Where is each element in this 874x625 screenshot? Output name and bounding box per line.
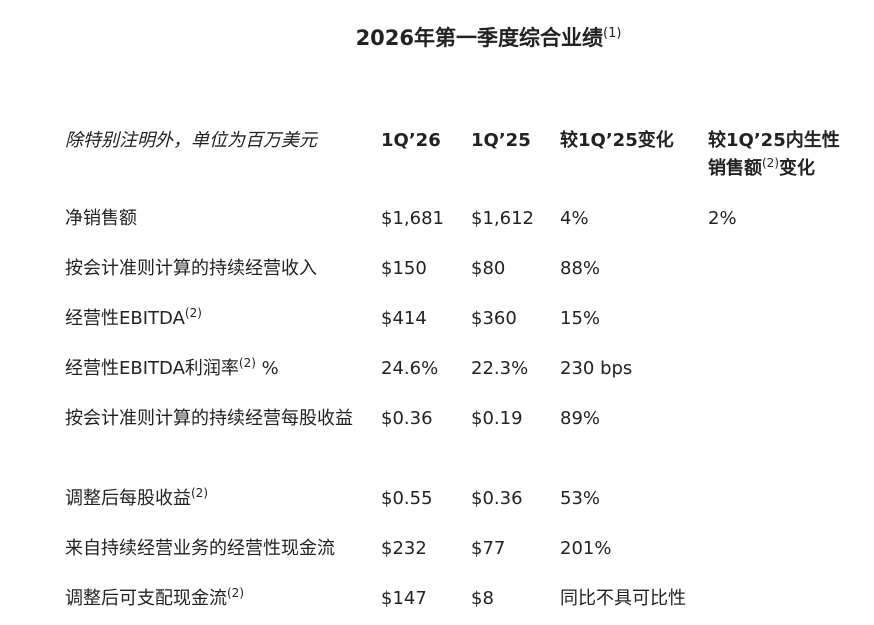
header-col-organic-line2b: 变化 [779,158,815,179]
row-label-text: 净销售额 [65,208,137,229]
row-footnote-ref: (2) [227,586,244,600]
header-col-change: 较1Q’25变化 [560,130,674,151]
table-cell-change: 201% [560,538,612,559]
row-label-text: 按会计准则计算的持续经营收入 [65,258,317,279]
row-label-text: 按会计准则计算的持续经营每股收益 [65,408,353,429]
title-footnote-ref: (1) [603,26,622,41]
table-cell-change: 同比不具可比性 [560,588,686,609]
table-cell-1q25: $77 [471,538,506,559]
table-cell-1q26: $147 [381,588,427,609]
header-col-organic-line1: 较1Q’25内生性 [708,130,840,151]
row-label-text: 经营性EBITDA [65,308,185,329]
header-col-1q26: 1Q’26 [381,130,441,151]
row-footnote-ref: (2) [184,306,202,320]
table-cell-1q26: $0.55 [381,488,433,509]
header-col-organic-change: 较1Q’25内生性 销售额(2)变化 [708,127,840,183]
table-row-label: 按会计准则计算的持续经营收入 [65,254,375,284]
table-row-label: 按会计准则计算的持续经营每股收益 [65,404,375,434]
table-cell-1q26: $232 [381,538,427,559]
table-cell-1q25: $8 [471,588,494,609]
row-label-text: 调整后可支配现金流 [65,588,227,609]
table-row-label: 调整后每股收益(2) [65,484,375,514]
row-footnote-ref: (2) [238,356,256,370]
table-cell-change: 15% [560,308,601,329]
table-row-label: 经营性EBITDA利润率(2) % [65,354,375,384]
header-col-organic-footnote-ref: (2) [762,156,779,170]
table-cell-1q26: $414 [381,308,427,329]
header-units-label: 除特别注明外，单位为百万美元 [65,130,317,151]
table-cell-change: 53% [560,488,601,509]
row-label-text: 经营性EBITDA利润率 [65,358,239,379]
table-cell-1q25: $360 [471,308,517,329]
table-cell-1q26: 24.6% [381,358,439,379]
page-title: 2026年第一季度综合业绩(1) [0,22,874,52]
header-col-1q25: 1Q’25 [471,130,531,151]
table-row-label: 来自持续经营业务的经营性现金流 [65,534,375,564]
title-text: 2026年第一季度综合业绩 [355,26,604,50]
table-cell-1q25: $80 [471,258,506,279]
table-row-label: 经营性EBITDA(2) [65,304,375,334]
table-row-label: 调整后可支配现金流(2) [65,584,375,614]
header-col-organic-line2a: 销售额 [708,158,762,179]
table-cell-1q25: $0.19 [471,408,523,429]
table-cell-change: 230 bps [560,358,633,379]
row-footnote-ref: (2) [191,486,208,500]
table-cell-1q25: $1,612 [471,208,534,229]
table-cell-change: 4% [560,208,589,229]
table-cell-1q25: $0.36 [471,488,523,509]
row-label-text: 调整后每股收益 [65,488,191,509]
table-cell-1q25: 22.3% [471,358,529,379]
row-label-suffix: % [255,358,279,379]
table-cell-organic-change: 2% [708,208,737,229]
table-cell-change: 89% [560,408,601,429]
table-row-label: 净销售额 [65,204,375,234]
table-cell-change: 88% [560,258,601,279]
table-cell-1q26: $1,681 [381,208,444,229]
row-label-text: 来自持续经营业务的经营性现金流 [65,538,335,559]
table-cell-1q26: $0.36 [381,408,433,429]
table-cell-1q26: $150 [381,258,427,279]
